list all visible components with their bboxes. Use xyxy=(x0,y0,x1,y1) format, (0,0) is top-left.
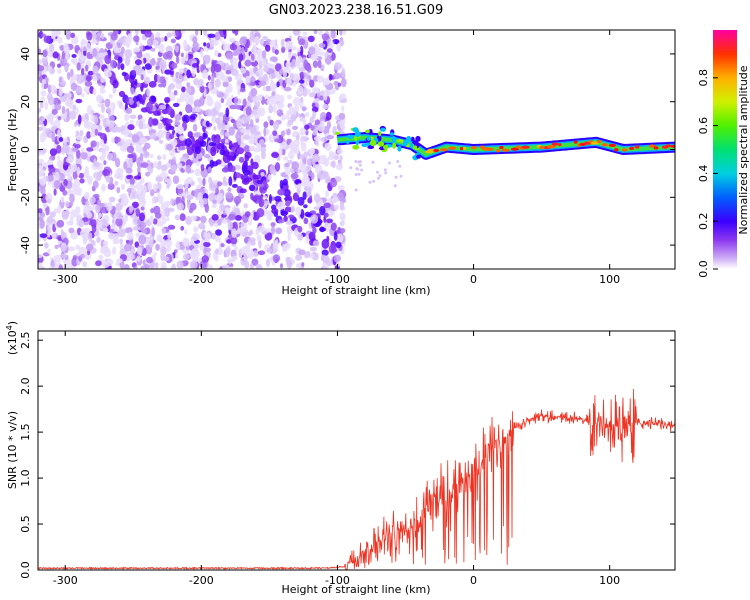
colorbar-ticks: 0.0 0.2 0.4 0.6 0.8 xyxy=(697,69,718,278)
colorbar-gradient xyxy=(713,30,737,269)
snr-x-ticks: -300 -200 -100 0 100 xyxy=(53,331,620,587)
snr-background xyxy=(38,331,675,570)
colorbar-label: Normalized spectral amplitude xyxy=(737,65,750,234)
colorbar-tick-label: 0.2 xyxy=(697,212,710,230)
y-tick-label: 20 xyxy=(19,95,32,109)
snr-y-ticks: 0.0 0.5 1.0 1.5 2.0 2.5 xyxy=(19,331,675,579)
colorbar-tick-label: 0.6 xyxy=(697,117,710,135)
snr-x-axis-label: Height of straight line (km) xyxy=(281,583,430,596)
y-tick-label: 0 xyxy=(19,146,32,153)
x-tick-label: 100 xyxy=(599,574,620,587)
x-tick-label: -100 xyxy=(325,574,350,587)
y-tick-label: 1.5 xyxy=(19,423,32,441)
spectrogram-y-axis-label: Frequency (Hz) xyxy=(6,109,19,192)
y-tick-label: -40 xyxy=(19,236,32,254)
y-tick-label: 2.0 xyxy=(19,377,32,395)
snr-frame xyxy=(37,330,676,571)
spectrogram-x-ticks: -300 -200 -100 0 100 xyxy=(53,30,620,286)
x-tick-label: -200 xyxy=(189,574,214,587)
spectrogram-noise xyxy=(38,30,348,269)
y-tick-label: -20 xyxy=(19,188,32,206)
y-tick-label: 40 xyxy=(19,47,32,61)
y-tick-label: 2.5 xyxy=(19,331,32,349)
snr-y-scale-label: (x104) xyxy=(5,321,19,355)
chart-title: GN03.2023.238.16.51.G09 xyxy=(269,3,444,18)
snr-panel: -300 -200 -100 0 100 0.0 0.5 1.0 1.5 2.0 2.5 Heig… xyxy=(5,321,676,596)
colorbar-tick-label: 0.4 xyxy=(697,165,710,183)
x-tick-label: -300 xyxy=(53,574,78,587)
y-tick-label: 1.0 xyxy=(19,469,32,487)
spectrogram-x-axis-label: Height of straight line (km) xyxy=(281,284,430,297)
snr-y-axis-label: SNR (10 * v/v) xyxy=(6,411,19,489)
colorbar: 0.0 0.2 0.4 0.6 0.8 Normalized spectral ampl… xyxy=(697,30,750,278)
spectrogram-signal-band xyxy=(333,125,675,192)
spectrogram-y-ticks: -40 -20 0 20 40 xyxy=(19,47,675,254)
x-tick-label: 0 xyxy=(470,273,477,286)
x-tick-label: 0 xyxy=(470,574,477,587)
x-tick-label: 100 xyxy=(599,273,620,286)
snr-series-line xyxy=(38,388,675,570)
colorbar-tick-label: 0.8 xyxy=(697,69,710,87)
y-tick-label: 0.0 xyxy=(19,561,32,579)
colorbar-tick-label: 0.0 xyxy=(697,260,710,278)
x-tick-label: -300 xyxy=(53,273,78,286)
x-tick-label: -100 xyxy=(325,273,350,286)
x-tick-label: -200 xyxy=(189,273,214,286)
y-tick-label: 0.5 xyxy=(19,515,32,533)
